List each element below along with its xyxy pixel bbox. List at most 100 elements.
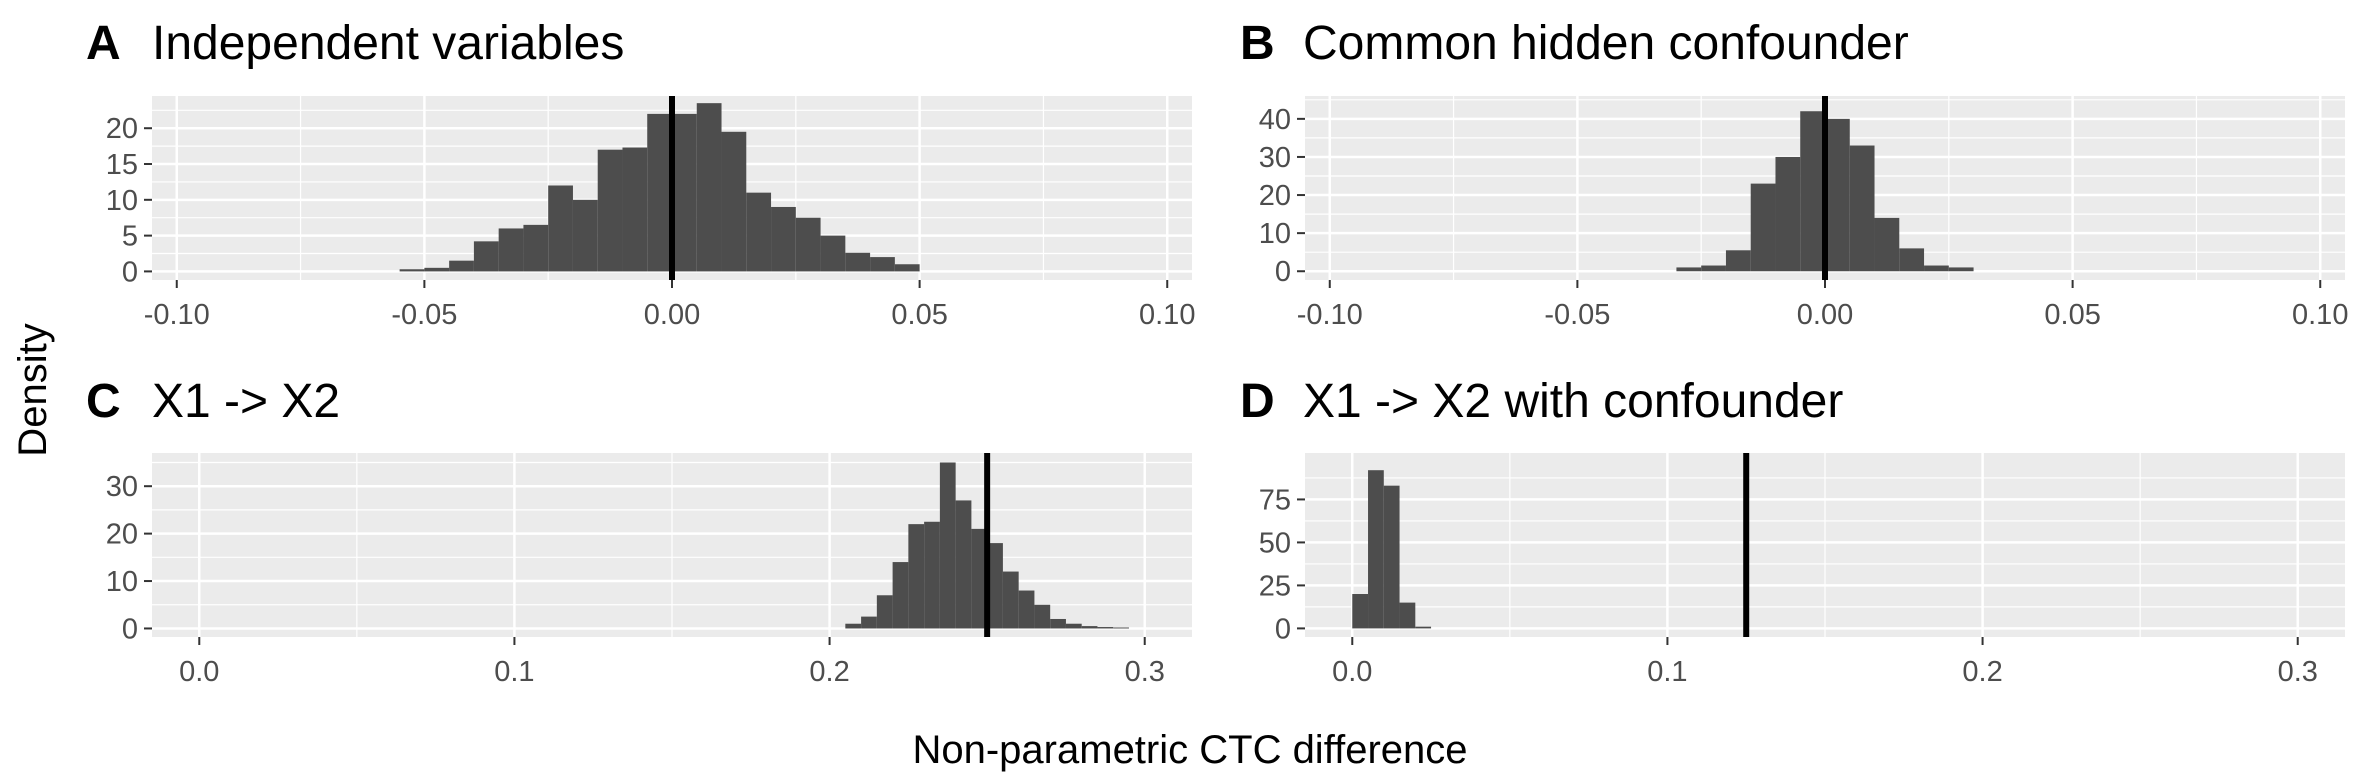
panel-c-bar (939, 462, 956, 629)
panel-c-x-tick-label: 0.2 (809, 656, 849, 688)
panel-b-y-tick-label: 30 (1259, 142, 1291, 174)
y-axis-title: Density (11, 323, 55, 456)
panel-d-x-tick-label: 0.0 (1332, 656, 1372, 688)
panel-b-y-tick-label: 40 (1259, 104, 1291, 136)
panel-b-bar (1676, 267, 1702, 272)
panel-a-x-tick-label: 0.10 (1139, 299, 1195, 331)
panel-b-bar (1874, 217, 1900, 272)
panel-a-bar (498, 228, 524, 272)
panel-d-bar (1352, 594, 1369, 629)
panel-c-bar (876, 595, 893, 629)
panel-a-bar (696, 103, 722, 272)
panel-c-bar (845, 623, 862, 629)
panel-c-bar (1065, 623, 1082, 629)
panel-a-bar (572, 199, 598, 272)
panel-c-tag: C (86, 375, 121, 428)
panel-c-bar (908, 524, 925, 629)
panel-b-bar (1750, 183, 1776, 272)
panel-a-bar (399, 269, 425, 272)
panel-b-bar (1948, 267, 1974, 272)
panel-a-bar (771, 206, 796, 272)
panel-a-bar (672, 113, 697, 272)
panel-a-x-tick-label: 0.00 (644, 299, 700, 331)
panel-d-x-tick-label: 0.1 (1647, 656, 1687, 688)
panel-d-y-tick-label: 25 (1259, 570, 1291, 602)
panel-c-bar (1113, 627, 1129, 629)
panel-a-bar (746, 192, 772, 272)
panel-a: A Independent variables 05 10 15 20 -0.10 -0.… (86, 17, 1195, 331)
panel-c-y-tick-label: 0 (122, 613, 138, 645)
panel-a-bar (473, 241, 499, 272)
panel-a-y-tick-label: 15 (106, 149, 138, 181)
panel-a-title: Independent variables (152, 17, 624, 70)
panel-c-bar (924, 521, 940, 629)
panel-a-y-tick-label: 5 (122, 221, 138, 253)
panel-c-bar (892, 562, 909, 629)
panel-d-y-tick-label: 75 (1259, 484, 1291, 516)
panel-b-bar (1899, 248, 1925, 272)
panel-c-bar (987, 543, 1003, 629)
panel-a-x-tick-label: -0.10 (144, 299, 210, 331)
panel-a-bar (870, 257, 895, 272)
panel-c: C X1 -> X2 0 10 20 30 0.0 0.1 0.2 0.3 (86, 375, 1192, 688)
panel-c-bar (1034, 604, 1051, 629)
panel-b-x-tick-label: 0.05 (2044, 299, 2100, 331)
panel-c-bar (1050, 618, 1066, 629)
panel-d-x-tick-label: 0.2 (1962, 656, 2002, 688)
panel-b-x-tick-label: 0.00 (1797, 299, 1853, 331)
panel-b-y-tick-label: 20 (1259, 180, 1291, 212)
panel-c-bar (1097, 627, 1114, 629)
panel-b-x-tick-label: 0.10 (2292, 299, 2348, 331)
panel-d: D X1 -> X2 with confounder 0 25 50 75 0.0 0.1… (1240, 375, 2345, 688)
panel-b-tag: B (1240, 17, 1275, 70)
panel-a-bar (597, 149, 623, 272)
panel-a-x-tick-label: -0.05 (391, 299, 457, 331)
panel-c-bar (955, 500, 972, 629)
panel-b-bar (1924, 265, 1949, 272)
panel-a-y-tick-label: 20 (106, 113, 138, 145)
panel-a-bar (424, 267, 450, 272)
panel-c-bar (1018, 590, 1035, 629)
panel-b-bar (1800, 111, 1825, 272)
panel-a-bar (721, 131, 747, 272)
panel-a-bar (894, 264, 920, 272)
panel-d-bar (1399, 602, 1416, 629)
panel-d-y-tick-label: 0 (1275, 613, 1291, 645)
panel-b-y-tick-label: 10 (1259, 218, 1291, 250)
panel-a-y-tick-label: 0 (122, 256, 138, 288)
panel-c-y-tick-label: 20 (106, 519, 138, 551)
panel-c-x-tick-label: 0.3 (1125, 656, 1165, 688)
panel-c-x-tick-label: 0.0 (179, 656, 219, 688)
panel-a-x-tick-label: 0.05 (891, 299, 947, 331)
panel-c-y-tick-label: 30 (106, 471, 138, 503)
panel-b-bar (1725, 250, 1751, 272)
panel-c-bar (971, 528, 988, 629)
panel-c-bar (1002, 571, 1019, 629)
panel-d-bar (1415, 626, 1432, 629)
panel-b-y-tick-label: 0 (1275, 256, 1291, 288)
panel-a-bar (622, 147, 648, 272)
panel-c-bar (861, 616, 877, 629)
panel-d-bar (1368, 470, 1384, 629)
panel-a-bar (647, 113, 672, 272)
panel-a-bar (845, 252, 871, 272)
panel-c-title: X1 -> X2 (152, 375, 340, 428)
panel-d-plot: 0 25 50 75 0.0 0.1 0.2 0.3 (1259, 453, 2345, 688)
panel-b: B Common hidden confounder 0 10 20 30 40 -0.1… (1240, 17, 2348, 331)
panel-b-plot: 0 10 20 30 40 -0.10 -0.05 0.00 0.05 0.10 (1259, 96, 2348, 331)
panel-d-y-tick-label: 50 (1259, 527, 1291, 559)
panel-d-bar (1383, 485, 1400, 629)
panel-b-x-tick-label: -0.05 (1544, 299, 1610, 331)
panel-d-title: X1 -> X2 with confounder (1303, 375, 1843, 428)
panel-a-bar (820, 235, 846, 272)
panel-a-bar (795, 217, 821, 272)
panel-b-x-tick-label: -0.10 (1297, 299, 1363, 331)
panel-c-x-tick-label: 0.1 (494, 656, 534, 688)
panel-b-bar (1849, 145, 1875, 272)
panel-c-bar (1081, 626, 1098, 629)
panel-a-tag: A (86, 17, 121, 70)
panel-b-bar (1825, 118, 1850, 272)
panel-d-tag: D (1240, 375, 1275, 428)
panel-a-bar (449, 260, 474, 272)
